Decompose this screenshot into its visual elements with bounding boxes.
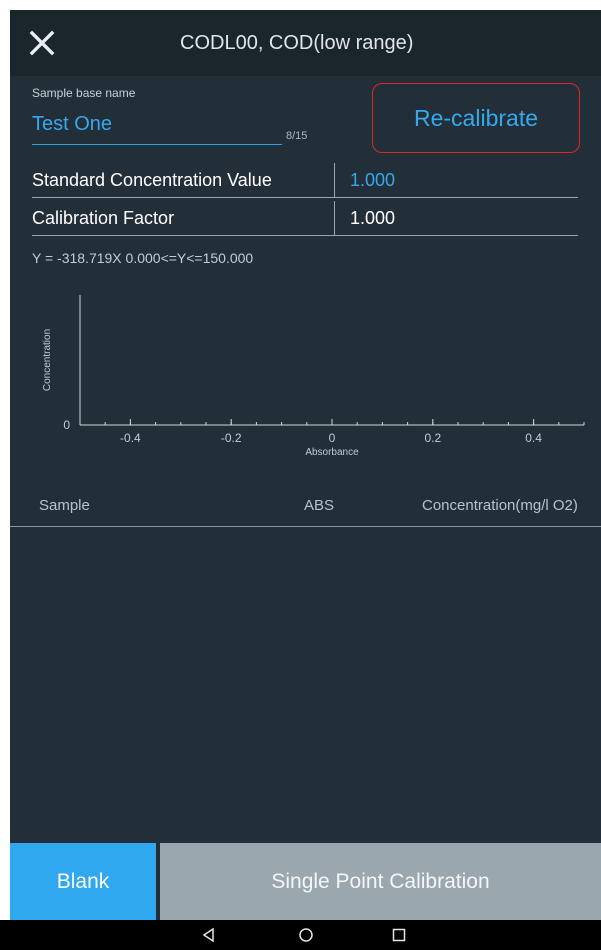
calibration-screen: CODL00, COD(low range) Sample base name …: [10, 10, 601, 920]
single-point-calibration-button[interactable]: Single Point Calibration: [160, 843, 601, 920]
sample-base-name-input[interactable]: [32, 108, 282, 145]
calibration-factor-row: Calibration Factor 1.000: [32, 198, 578, 236]
standard-concentration-row: Standard Concentration Value 1.000: [32, 160, 578, 198]
page-title: CODL00, COD(low range): [180, 32, 414, 54]
calibration-equation: Y = -318.719X 0.000<=Y<=150.000: [32, 250, 254, 266]
recalibrate-button[interactable]: Re-calibrate: [372, 83, 580, 153]
recents-icon[interactable]: [390, 926, 408, 944]
x-tick-label: 0.4: [525, 431, 542, 445]
system-nav-bar: [0, 920, 601, 950]
close-icon[interactable]: [26, 27, 58, 59]
standard-concentration-label: Standard Concentration Value: [32, 170, 272, 190]
calibration-factor-value: 1.000: [350, 208, 396, 228]
y-tick-label: 0: [63, 418, 70, 432]
x-axis-title: Absorbance: [305, 447, 359, 458]
x-tick-label: -0.2: [221, 431, 242, 445]
chart-axes: [79, 295, 584, 426]
x-tick-label: 0: [329, 431, 336, 445]
column-divider: [334, 201, 335, 235]
y-axis-title: Concentration: [42, 329, 53, 391]
character-counter: 8/15: [286, 130, 308, 142]
chart-ticks: [79, 419, 585, 425]
results-list[interactable]: [10, 527, 601, 843]
calibration-factor-label: Calibration Factor: [32, 208, 175, 228]
column-divider: [334, 163, 335, 197]
column-header-abs: ABS: [304, 497, 335, 514]
column-header-sample: Sample: [39, 497, 90, 514]
x-tick-label: 0.2: [424, 431, 441, 445]
results-table-header: Sample ABS Concentration(mg/l O2): [10, 494, 601, 527]
x-tick-label: -0.4: [120, 431, 141, 445]
standard-concentration-value[interactable]: 1.000: [350, 170, 396, 190]
calibration-chart: -0.4 -0.2 0 0.2 0.4 0 Absorbance Concentration: [42, 295, 585, 458]
home-icon[interactable]: [297, 926, 315, 944]
blank-button[interactable]: Blank: [10, 843, 156, 920]
title-bar: CODL00, COD(low range): [10, 10, 601, 76]
back-icon[interactable]: [200, 926, 218, 944]
chart-labels: -0.4 -0.2 0 0.2 0.4 0 Absorbance Concentration: [42, 329, 542, 458]
column-header-concentration: Concentration(mg/l O2): [422, 497, 578, 514]
calibration-parameters: Standard Concentration Value 1.000 Calib…: [32, 160, 578, 236]
sample-base-name-label: Sample base name: [32, 86, 136, 100]
